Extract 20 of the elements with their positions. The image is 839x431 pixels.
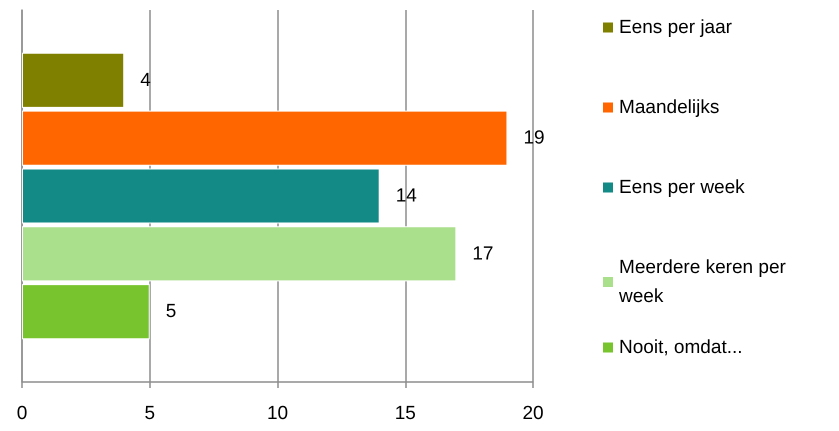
bar	[22, 284, 150, 340]
x-tick-label: 0	[16, 403, 28, 424]
legend-label: Meerdere keren per week	[618, 257, 792, 307]
data-label: 4	[140, 70, 152, 91]
x-tick-label: 10	[266, 403, 288, 424]
bar	[22, 226, 456, 282]
legend-label: Eens per week	[619, 177, 746, 198]
bar	[22, 110, 508, 166]
data-label: 17	[472, 243, 494, 264]
x-tick-label: 5	[144, 403, 156, 424]
bar	[22, 52, 124, 108]
data-label: 14	[396, 186, 418, 206]
bar	[22, 168, 380, 224]
x-tick-label: 20	[522, 403, 544, 424]
data-label: 19	[523, 128, 545, 149]
legend-label: Maandelijks	[619, 97, 720, 118]
x-tick-label: 15	[394, 403, 416, 424]
data-label: 5	[166, 301, 176, 322]
legend-label: Eens per jaar	[619, 17, 733, 38]
legend-label: Nooit, omdat...	[619, 337, 743, 358]
